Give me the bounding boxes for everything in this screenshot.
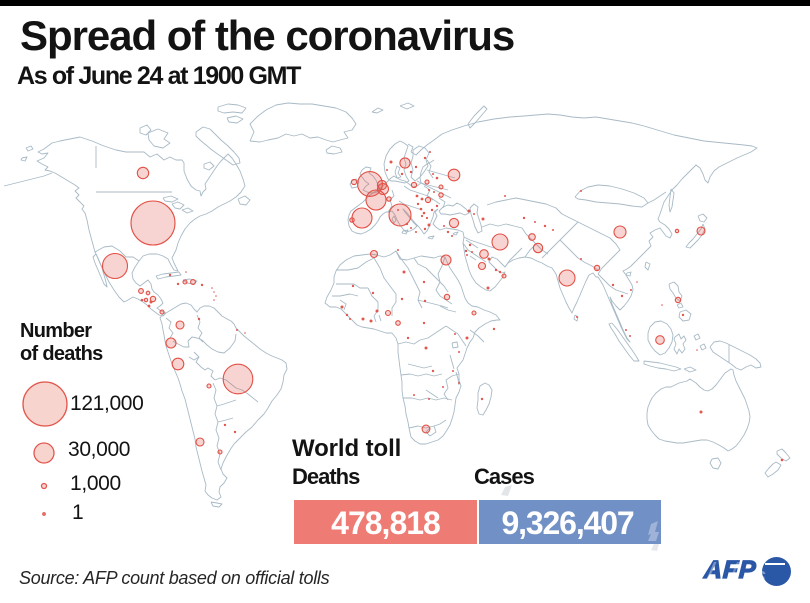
svg-text:s: s xyxy=(755,565,766,587)
